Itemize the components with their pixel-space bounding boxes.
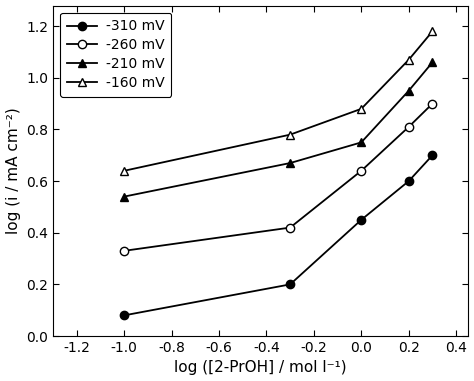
- -310 mV: [287, 282, 293, 287]
- -260 mV: [287, 225, 293, 230]
- -160 mV: [358, 107, 364, 111]
- X-axis label: log ([2-PrOH] / mol l⁻¹): log ([2-PrOH] / mol l⁻¹): [174, 360, 347, 375]
- -260 mV: [358, 168, 364, 173]
- -210 mV: [429, 60, 435, 65]
- -160 mV: [406, 58, 411, 62]
- Legend: -310 mV, -260 mV, -210 mV, -160 mV: -310 mV, -260 mV, -210 mV, -160 mV: [60, 13, 172, 97]
- -210 mV: [121, 194, 127, 199]
- -210 mV: [358, 140, 364, 145]
- -310 mV: [358, 218, 364, 222]
- Line: -310 mV: -310 mV: [120, 151, 437, 320]
- -260 mV: [406, 125, 411, 129]
- -160 mV: [429, 29, 435, 34]
- -160 mV: [287, 132, 293, 137]
- Line: -260 mV: -260 mV: [120, 99, 437, 255]
- -310 mV: [429, 153, 435, 158]
- -210 mV: [287, 161, 293, 165]
- -210 mV: [406, 88, 411, 93]
- -260 mV: [429, 101, 435, 106]
- Line: -160 mV: -160 mV: [120, 27, 437, 175]
- Y-axis label: log (i / mA cm⁻²): log (i / mA cm⁻²): [6, 107, 20, 234]
- Line: -210 mV: -210 mV: [120, 58, 437, 201]
- -160 mV: [121, 168, 127, 173]
- -310 mV: [121, 313, 127, 318]
- -260 mV: [121, 248, 127, 253]
- -310 mV: [406, 179, 411, 183]
